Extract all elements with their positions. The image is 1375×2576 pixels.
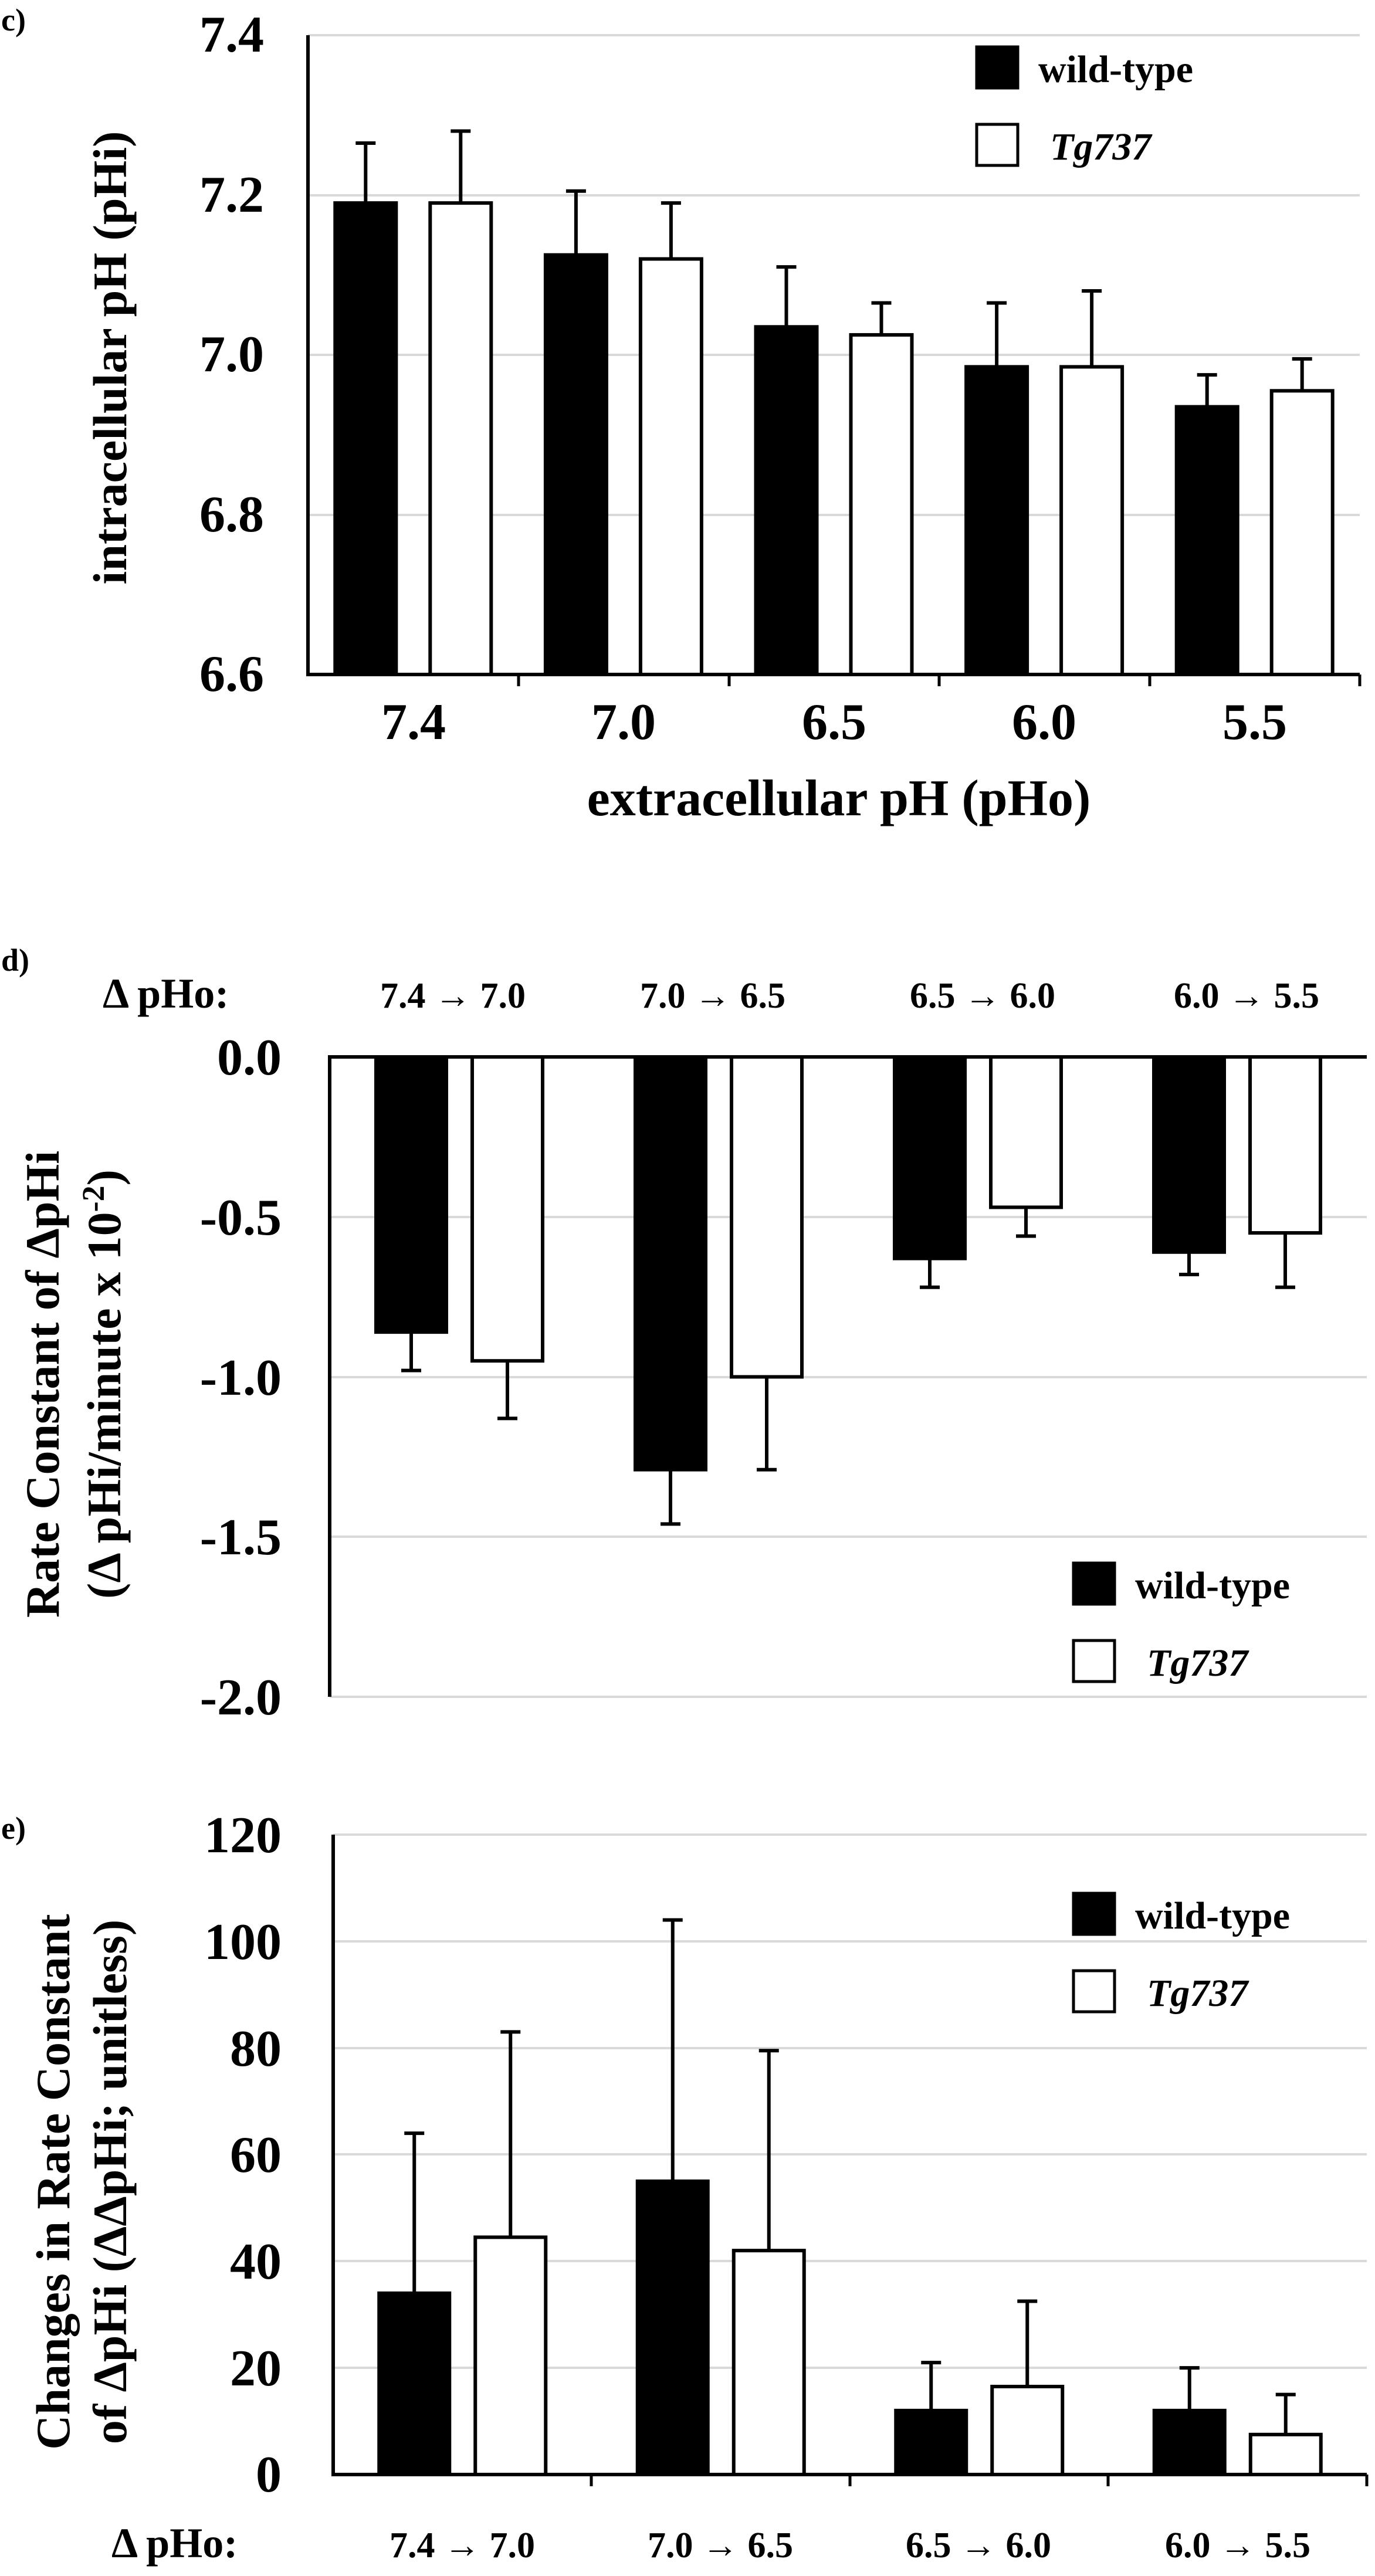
y-tick-label: 60 — [230, 2127, 282, 2184]
bar-tg737-4 — [1059, 365, 1125, 676]
bar-tg737-1 — [473, 2235, 548, 2477]
panel-d-y-ticks: 0.0 -0.5 -1.0 -1.5 -2.0 — [200, 1029, 282, 1726]
bar-tg737-4 — [1248, 1055, 1322, 1235]
bar-wild-type-5 — [1174, 405, 1239, 676]
bar-tg737-3 — [989, 1055, 1063, 1209]
bar-tg737-5 — [1269, 389, 1335, 676]
legend-label-wild-type: wild-type — [1038, 48, 1193, 91]
panel-e-y-label-line2: of ΔpHi (ΔΔpHi; unitless) — [83, 1920, 137, 2445]
panel-c-x-ticks: 7.4 7.0 6.5 6.0 5.5 — [381, 694, 1287, 751]
y-tick-label: 100 — [204, 1914, 282, 1971]
bar-wild-type-1 — [374, 1055, 448, 1334]
bar-wild-type-1 — [377, 2291, 452, 2476]
panel-e-x-ticks: 7.4 → 7.0 7.0 → 6.5 6.5 → 6.0 6.0 → 5.5 — [390, 2526, 1310, 2565]
panel-e-delta-label: Δ pHo: — [111, 2520, 238, 2567]
x-tick-label: 6.5 — [802, 694, 866, 751]
panel-c-x-axis-label: extracellular pH (pHo) — [587, 770, 1091, 827]
x-tick-label: 6.0 → 5.5 — [1174, 976, 1319, 1016]
legend-swatch-wild-type — [1072, 1892, 1116, 1936]
panel-e-legend: wild-type Tg737 — [1072, 1892, 1290, 2015]
y-tick-label: 7.2 — [199, 167, 264, 223]
panel-e-y-ticks: 0 20 40 60 80 100 120 — [204, 1807, 282, 2503]
x-tick-label: 7.0 — [591, 694, 656, 751]
panel-c: c) 6.6 6.8 7.0 7.2 7.4 intracellular pH … — [1, 2, 1362, 827]
y-tick-label: 40 — [230, 2233, 282, 2290]
panel-d-y-label-line2: (Δ pHi/minute x 10-2) — [76, 1170, 131, 1599]
y-tick-label: -1.5 — [200, 1509, 282, 1566]
x-tick-label: 7.4 → 7.0 — [390, 2526, 535, 2565]
x-tick-label: 5.5 — [1222, 694, 1287, 751]
y-tick-label: 0.0 — [217, 1029, 282, 1086]
y-tick-label: 0 — [256, 2446, 282, 2503]
y-tick-label: 7.4 — [199, 6, 264, 63]
y-tick-label: -1.0 — [200, 1350, 282, 1406]
panel-e-y-axis-label: Changes in Rate Constant of ΔpHi (ΔΔpHi;… — [26, 1914, 137, 2450]
legend-swatch-tg737 — [975, 123, 1020, 167]
panel-c-y-ticks: 6.6 6.8 7.0 7.2 7.4 — [199, 6, 264, 703]
bar-wild-type-2 — [635, 2179, 710, 2476]
legend-swatch-tg737 — [1072, 1639, 1116, 1683]
bar-tg737-1 — [470, 1055, 544, 1363]
panel-d: d) Δ pHo: 7.4 → 7.0 7.0 → 6.5 6.5 → 6.0 … — [1, 943, 1367, 1726]
x-tick-label: 7.4 → 7.0 — [380, 976, 526, 1016]
panel-e: e) 0 20 40 60 80 100 120 Changes in Rate… — [1, 1807, 1369, 2567]
bar-tg737-2 — [731, 2249, 806, 2476]
y-tick-label: 20 — [230, 2340, 282, 2397]
panel-c-legend: wild-type Tg737 — [975, 45, 1193, 168]
bar-wild-type-4 — [1152, 2408, 1227, 2476]
y-tick-label: -2.0 — [200, 1669, 282, 1726]
x-tick-label: 7.0 → 6.5 — [640, 976, 785, 1016]
x-tick-label: 7.0 → 6.5 — [648, 2526, 793, 2565]
y-tick-label: 7.0 — [199, 326, 264, 383]
y-tick-label: -0.5 — [200, 1189, 282, 1246]
y-tick-label: 6.6 — [199, 646, 264, 703]
panel-d-y-label-line1: Rate Constant of ΔpHi — [16, 1151, 69, 1618]
bar-wild-type-3 — [893, 1055, 967, 1260]
panel-c-y-axis-label: intracellular pH (pHi) — [83, 131, 137, 585]
x-tick-label: 6.5 → 6.0 — [906, 2526, 1051, 2565]
panel-e-y-label-line1: Changes in Rate Constant — [26, 1914, 80, 2450]
panel-c-label: c) — [1, 2, 26, 38]
bar-wild-type-4 — [964, 365, 1029, 676]
legend-label-wild-type: wild-type — [1135, 1564, 1290, 1607]
legend-swatch-wild-type — [1072, 1561, 1116, 1606]
x-tick-label: 6.0 → 5.5 — [1165, 2526, 1310, 2565]
bar-tg737-1 — [428, 201, 493, 676]
bar-tg737-4 — [1248, 2432, 1323, 2476]
legend-swatch-wild-type — [975, 45, 1020, 90]
bar-wild-type-3 — [754, 325, 819, 676]
legend-label-wild-type: wild-type — [1135, 1894, 1290, 1937]
y-tick-label: 120 — [204, 1807, 282, 1864]
bar-wild-type-4 — [1152, 1055, 1226, 1254]
panel-d-legend: wild-type Tg737 — [1072, 1561, 1290, 1684]
panel-e-label: e) — [1, 1811, 26, 1846]
panel-d-y-axis-label: Rate Constant of ΔpHi (Δ pHi/minute x 10… — [16, 1151, 131, 1618]
panel-d-label: d) — [1, 943, 29, 978]
y-tick-label: 6.8 — [199, 486, 264, 543]
legend-label-tg737: Tg737 — [1147, 1972, 1249, 2015]
x-tick-label: 6.0 — [1012, 694, 1076, 751]
panel-c-axes — [306, 35, 1362, 686]
bar-wild-type-1 — [333, 201, 398, 676]
panel-d-delta-label: Δ pHo: — [103, 970, 229, 1017]
legend-label-tg737: Tg737 — [1147, 1642, 1249, 1684]
legend-swatch-tg737 — [1072, 1969, 1116, 2014]
bar-tg737-2 — [730, 1055, 804, 1379]
panel-d-x-ticks: 7.4 → 7.0 7.0 → 6.5 6.5 → 6.0 6.0 → 5.5 — [380, 976, 1319, 1016]
y-tick-label: 80 — [230, 2021, 282, 2077]
bar-wild-type-2 — [634, 1055, 707, 1472]
bar-tg737-3 — [849, 333, 914, 676]
bar-wild-type-2 — [543, 253, 608, 676]
panel-c-bars — [333, 129, 1335, 676]
legend-label-tg737: Tg737 — [1050, 126, 1153, 168]
panel-d-axes — [328, 1055, 1367, 1697]
panel-e-axes — [331, 1835, 1369, 2486]
x-tick-label: 7.4 — [381, 694, 446, 751]
bar-wild-type-3 — [894, 2408, 968, 2476]
bar-tg737-2 — [638, 257, 703, 676]
bar-tg737-3 — [990, 2384, 1065, 2477]
x-tick-label: 6.5 → 6.0 — [910, 976, 1055, 1016]
panel-d-bars — [374, 1055, 1322, 1526]
